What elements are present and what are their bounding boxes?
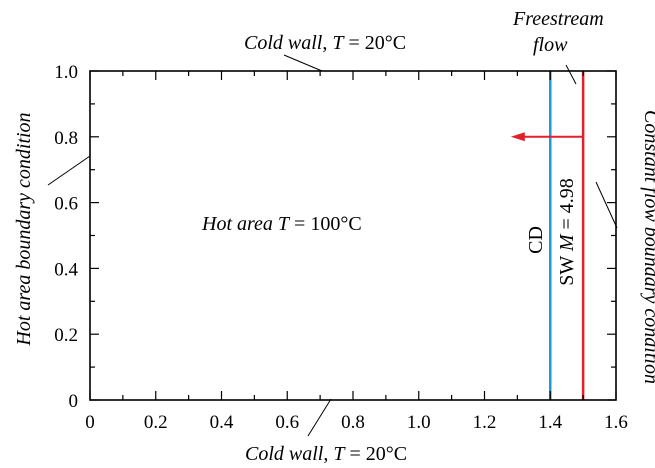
x-tick-label: 1.4	[538, 412, 562, 433]
y-tick-label: 0	[69, 391, 79, 412]
y-tick-label: 0.2	[54, 325, 78, 346]
left-boundary-label: Hot area boundary condition	[13, 112, 35, 346]
y-tick-labels: 0 0.2 0.4 0.6 0.8 1.0	[54, 62, 78, 412]
x-tick-label: 1.2	[473, 412, 497, 433]
top-wall-leader	[283, 54, 323, 72]
freestream-label-line1: Freestream	[512, 8, 604, 30]
left-bc-leader	[47, 155, 91, 186]
y-tick-label: 0.6	[54, 194, 78, 215]
shock-wave-label: SW M = 4.98	[556, 178, 578, 286]
y-tick-label: 0.4	[54, 259, 78, 280]
x-tick-label: 0	[85, 412, 95, 433]
axis-ticks	[89, 70, 617, 401]
x-tick-label: 0.2	[144, 412, 168, 433]
x-tick-label: 0.8	[341, 412, 365, 433]
x-tick-label: 0.4	[210, 412, 234, 433]
bottom-wall-leader	[307, 398, 332, 437]
right-bc-leader	[595, 181, 618, 229]
top-wall-label: Cold wall, T = 20°C	[244, 32, 406, 54]
x-tick-label: 0.6	[275, 412, 299, 433]
right-boundary-label: Constant flow boundary condition	[640, 110, 655, 384]
y-tick-label: 1.0	[54, 62, 78, 83]
flow-arrow-head	[510, 132, 525, 142]
y-tick-label: 0.8	[54, 128, 78, 149]
x-tick-label: 1.0	[407, 412, 431, 433]
x-tick-labels: 0 0.2 0.4 0.6 0.8 1.0 1.2 1.4 1.6	[85, 412, 628, 433]
freestream-label-line2: flow	[533, 34, 568, 56]
freestream-leader	[565, 64, 577, 85]
cd-label: CD	[525, 226, 547, 254]
x-tick-label: 1.6	[604, 412, 628, 433]
hot-area-label: Hot area T = 100°C	[201, 213, 362, 235]
bottom-wall-label: Cold wall, T = 20°C	[245, 443, 407, 465]
